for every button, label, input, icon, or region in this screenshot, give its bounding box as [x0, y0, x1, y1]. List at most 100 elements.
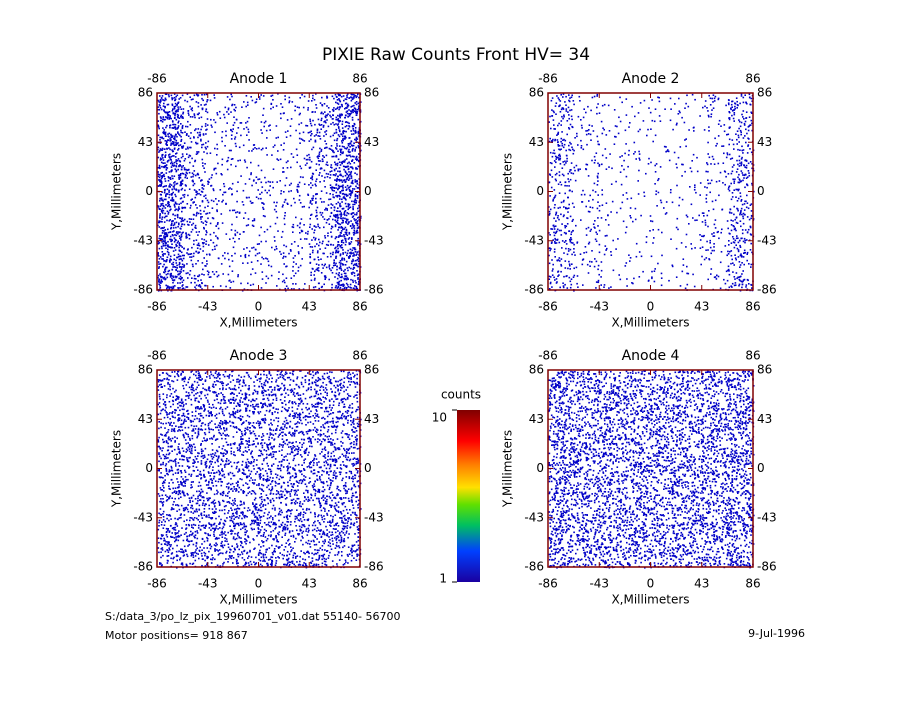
dot [182, 173, 185, 175]
dot [601, 132, 604, 135]
dot [198, 284, 201, 286]
dot [204, 388, 206, 391]
dot [310, 214, 312, 216]
dot [294, 109, 296, 112]
dot [164, 268, 167, 270]
dot [337, 201, 339, 204]
dot [181, 166, 183, 168]
dot [203, 274, 205, 276]
dot [178, 261, 181, 264]
dot [179, 401, 182, 404]
dot [213, 168, 215, 171]
dot [197, 113, 200, 116]
dot [591, 261, 593, 263]
dot [272, 106, 274, 109]
dot [208, 178, 211, 180]
dot [193, 277, 196, 280]
dot [708, 130, 710, 132]
dot [346, 121, 349, 124]
dot [171, 279, 174, 281]
dot [333, 97, 335, 100]
dot [357, 145, 360, 147]
dot [717, 97, 720, 100]
dot [195, 263, 197, 265]
dot [335, 195, 337, 197]
dot [557, 275, 559, 277]
dot [570, 241, 573, 244]
dot [746, 239, 748, 241]
dot [210, 185, 212, 187]
dot [645, 236, 648, 238]
dot [626, 198, 629, 200]
dot [283, 279, 285, 282]
dot [653, 280, 656, 283]
dot [311, 197, 313, 200]
dot [235, 211, 237, 214]
dot [286, 119, 289, 121]
dot [198, 413, 200, 415]
dot [333, 187, 336, 189]
dot [718, 180, 721, 182]
dot [215, 377, 218, 379]
dot [553, 226, 556, 228]
dot [201, 187, 204, 189]
dot [607, 224, 610, 226]
dot [233, 121, 236, 124]
dot [311, 199, 314, 201]
dot [334, 224, 337, 226]
dot [353, 272, 356, 274]
dot [243, 159, 246, 161]
dot [358, 258, 360, 260]
dot [557, 145, 560, 147]
dot [258, 147, 260, 150]
dot [166, 259, 168, 261]
dot [166, 234, 169, 236]
dot [589, 260, 591, 263]
dot [233, 116, 235, 118]
dot [348, 231, 351, 234]
dot [309, 223, 312, 226]
dot [585, 251, 588, 254]
dot [181, 287, 184, 290]
dot [338, 145, 341, 147]
dot [710, 163, 712, 165]
dot [347, 212, 350, 215]
dot [344, 159, 346, 161]
dot [324, 111, 326, 113]
dot [248, 196, 250, 199]
dot [737, 276, 739, 279]
dot [347, 205, 350, 208]
dot [348, 125, 350, 127]
dot [324, 115, 327, 118]
dot [180, 114, 183, 117]
dot [696, 170, 699, 173]
dot [171, 222, 173, 225]
dot [563, 206, 565, 208]
dot [345, 114, 347, 117]
dot [738, 188, 740, 191]
dot [351, 223, 354, 225]
dot [288, 190, 290, 193]
dot [239, 404, 241, 406]
dot [161, 221, 163, 223]
dot [284, 281, 286, 284]
dot [694, 186, 696, 189]
dot [325, 154, 328, 157]
dot [199, 194, 202, 196]
dot [320, 214, 323, 216]
dot [174, 114, 176, 117]
dot [652, 229, 654, 231]
dot [175, 259, 177, 262]
dot [195, 393, 197, 395]
dot [701, 235, 703, 237]
dot [275, 245, 277, 248]
dot [290, 153, 293, 155]
dot [572, 242, 574, 244]
dot [167, 240, 169, 243]
dot [334, 286, 337, 289]
dot [337, 286, 339, 288]
dot [221, 140, 223, 143]
dot [324, 237, 327, 239]
dot [356, 232, 358, 234]
x-tick-label: -43 [198, 300, 218, 314]
